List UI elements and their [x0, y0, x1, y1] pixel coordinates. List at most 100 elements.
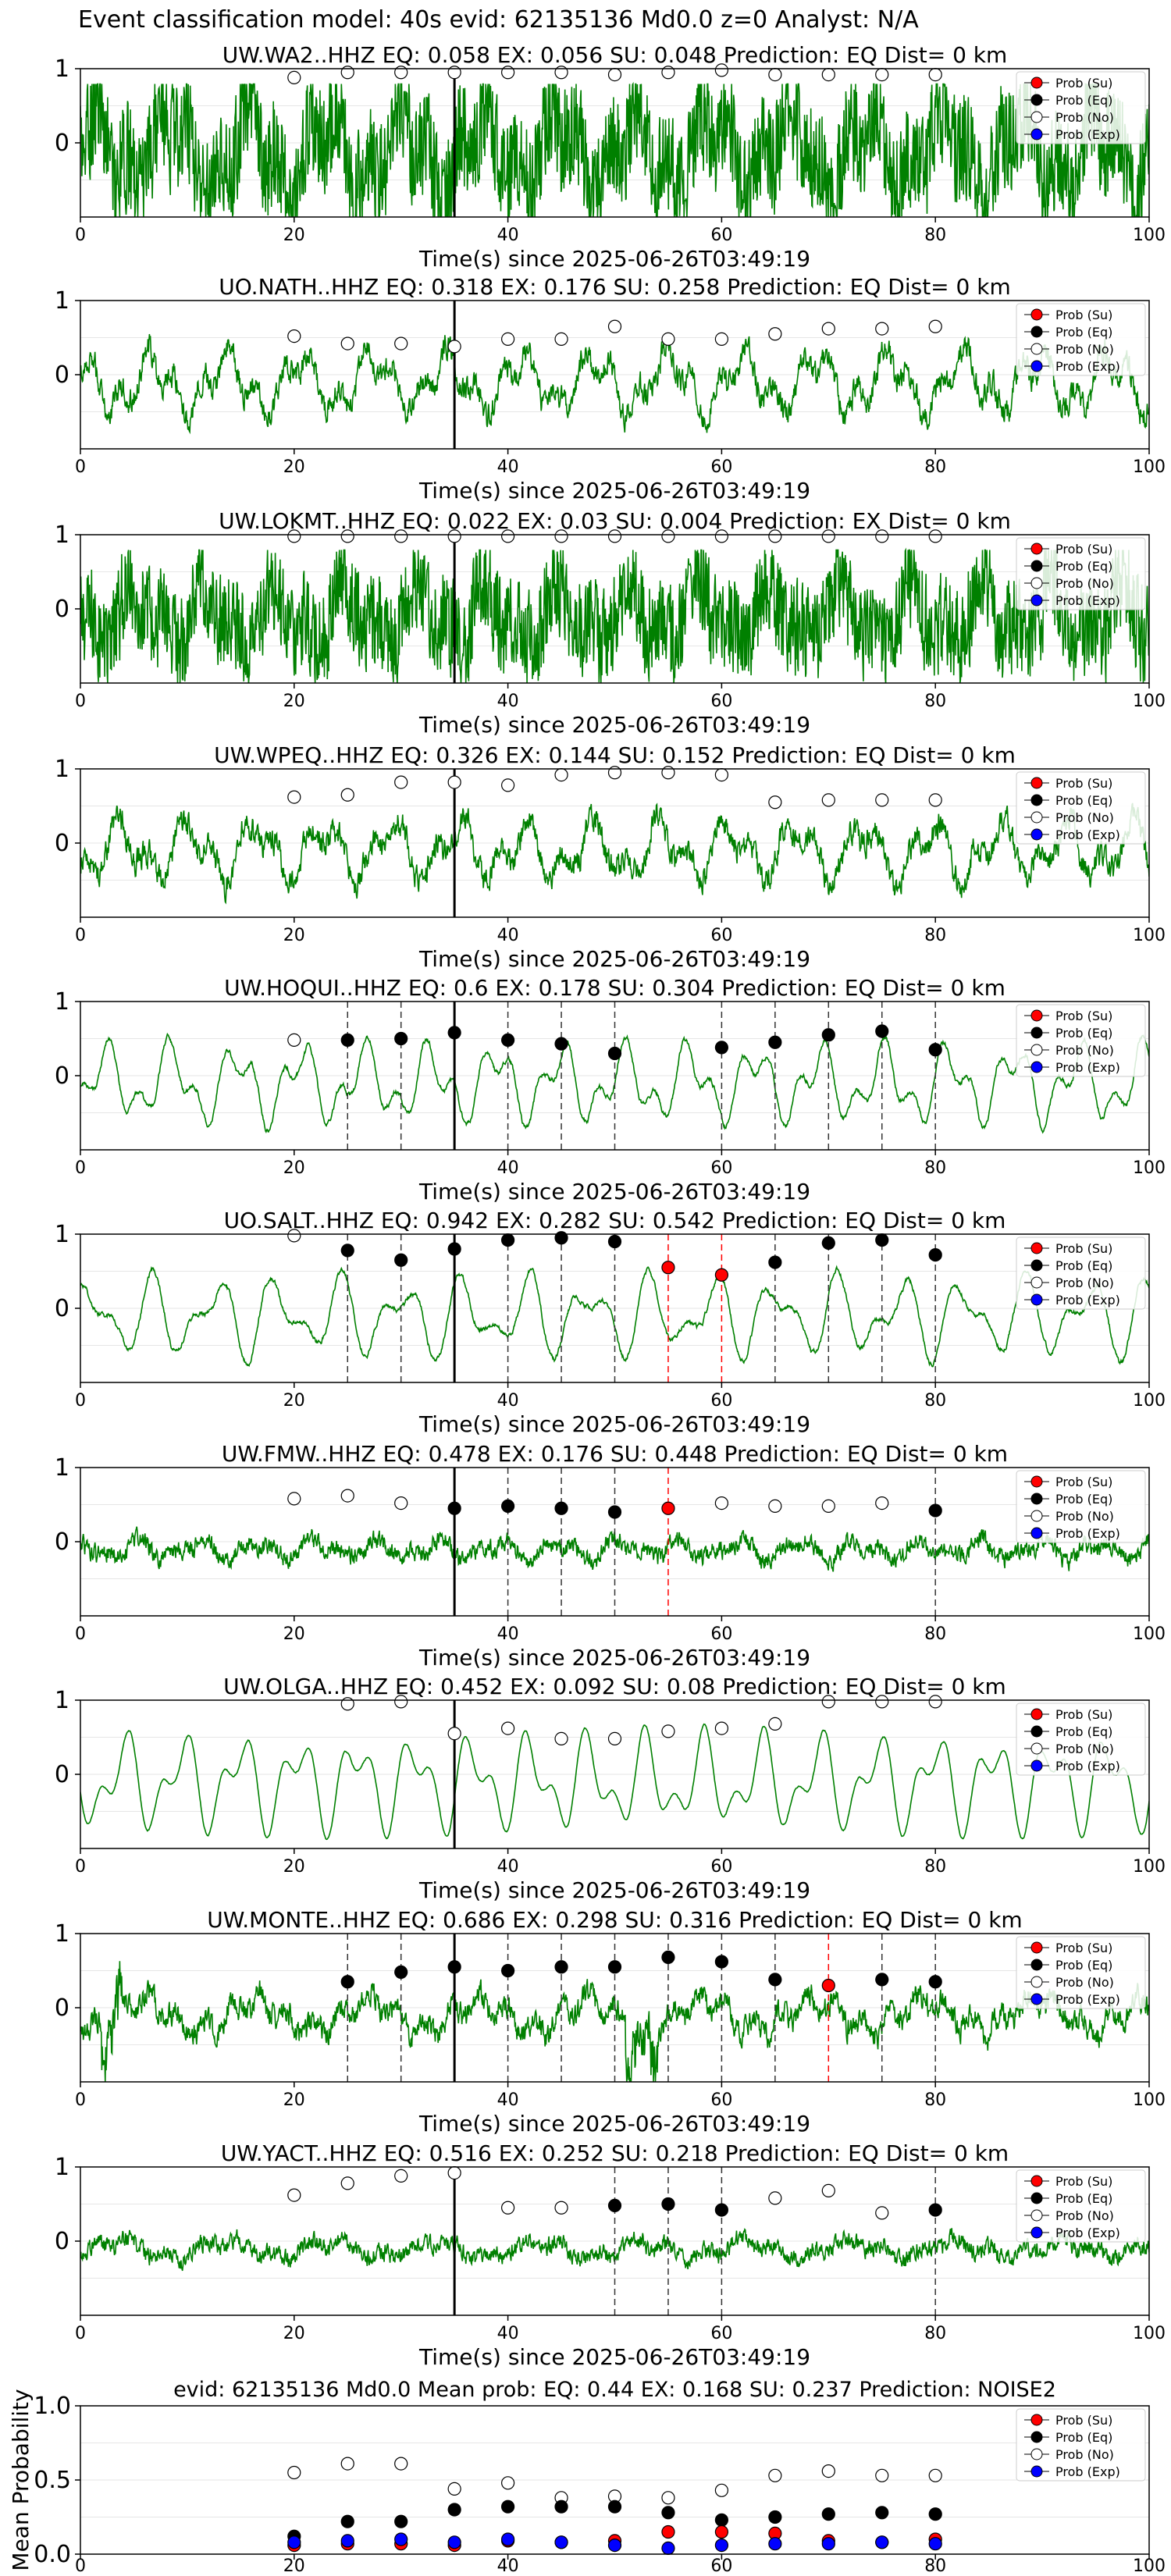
- station-panel: UW.LOKMT..HHZ EQ: 0.022 EX: 0.03 SU: 0.0…: [55, 508, 1166, 738]
- marker-prob-eq: [928, 1043, 942, 1057]
- y-tick-label: 0: [55, 830, 69, 857]
- x-tick-label: 80: [924, 226, 946, 245]
- waveform-trace: [80, 1961, 1149, 2082]
- legend-marker-no: [1030, 1976, 1043, 1988]
- marker-prob-no: [447, 66, 461, 80]
- summary-panel: evid: 62135136 Md0.0 Mean prob: EQ: 0.44…: [8, 2378, 1166, 2576]
- marker-probexp: [447, 2535, 461, 2549]
- marker-prob-eq: [661, 1950, 675, 1964]
- marker-prob-no: [394, 1496, 408, 1510]
- x-tick-label: 40: [497, 457, 519, 477]
- x-tick-label: 0: [75, 2324, 86, 2343]
- summary-title: evid: 62135136 Md0.0 Mean prob: EQ: 0.44…: [173, 2378, 1056, 2402]
- marker-probexp: [875, 2535, 889, 2549]
- marker-prob-eq: [554, 1501, 568, 1515]
- x-tick-label: 20: [283, 926, 305, 945]
- panel-title: UO.NATH..HHZ EQ: 0.318 EX: 0.176 SU: 0.2…: [219, 274, 1010, 300]
- legend-label-su: Prob (Su): [1055, 1241, 1112, 1256]
- x-axis-label: Time(s) since 2025-06-26T03:49:19: [418, 1877, 810, 1903]
- marker-prob-eq: [500, 1233, 515, 1247]
- x-tick-label: 40: [497, 226, 519, 245]
- x-tick-label: 0: [75, 457, 86, 477]
- marker-prob-eq: [607, 1505, 622, 1519]
- marker-prob-no: [447, 775, 461, 789]
- marker-prob-no: [928, 67, 942, 82]
- x-tick-label: 100: [1133, 2090, 1166, 2110]
- x-tick-label: 20: [283, 2324, 305, 2343]
- legend-label-no: Prob (No): [1055, 810, 1114, 825]
- marker-probeq: [928, 2507, 942, 2521]
- y-tick-label: 1: [55, 2154, 69, 2181]
- x-tick-label: 20: [283, 226, 305, 245]
- marker-prob-eq: [607, 1234, 622, 1249]
- x-tick-label: 0: [75, 692, 86, 711]
- marker-prob-eq: [554, 1960, 568, 1974]
- marker-prob-no: [875, 322, 889, 336]
- legend-label-exp: Prob (Exp): [1055, 1293, 1120, 1308]
- marker-prob-no: [875, 1496, 889, 1510]
- legend-label-su: Prob (Su): [1055, 542, 1112, 557]
- marker-probno: [768, 2468, 782, 2482]
- marker-prob-no: [394, 336, 408, 350]
- marker-prob-no: [287, 1033, 301, 1048]
- y-tick-label: 0.5: [34, 2467, 71, 2494]
- legend-marker-exp: [1030, 128, 1043, 141]
- marker-prob-no: [340, 529, 354, 543]
- x-tick-label: 80: [924, 1624, 946, 1644]
- legend-marker-eq: [1030, 1259, 1043, 1272]
- legend-label-eq: Prob (Eq): [1055, 1724, 1112, 1739]
- legend-marker-eq: [1030, 1026, 1043, 1039]
- marker-prob-no: [287, 529, 301, 543]
- marker-prob-eq: [607, 2198, 622, 2212]
- x-tick-label: 60: [710, 1857, 732, 1877]
- legend-label-exp: Prob (Exp): [1055, 1526, 1120, 1541]
- x-tick-label: 60: [710, 2556, 732, 2576]
- marker-probno: [821, 2464, 835, 2478]
- y-tick-label: 1: [55, 521, 69, 549]
- marker-prob-eq: [447, 1242, 461, 1256]
- legend-label-eq: Prob (Eq): [1055, 2191, 1112, 2206]
- x-tick-label: 0: [75, 1857, 86, 1877]
- legend-box: [1016, 303, 1146, 376]
- legend-label-su: Prob (Su): [1055, 2413, 1112, 2428]
- legend-label-su: Prob (Su): [1055, 76, 1112, 91]
- x-tick-label: 40: [497, 926, 519, 945]
- y-tick-label: 0: [55, 361, 69, 389]
- station-panel: UW.WPEQ..HHZ EQ: 0.326 EX: 0.144 SU: 0.1…: [55, 742, 1166, 972]
- marker-probeq: [821, 2507, 835, 2521]
- legend-label-no: Prob (No): [1055, 1975, 1114, 1990]
- legend-marker-exp: [1030, 1759, 1043, 1772]
- panel-title: UW.WA2..HHZ EQ: 0.058 EX: 0.056 SU: 0.04…: [222, 42, 1008, 68]
- marker-prob-eq: [394, 1031, 408, 1046]
- marker-prob-no: [768, 1499, 782, 1514]
- legend-label-eq: Prob (Eq): [1055, 1258, 1112, 1273]
- legend-box: [1016, 1470, 1146, 1543]
- y-tick-label: 0: [55, 1295, 69, 1322]
- marker-prob-eq: [928, 1247, 942, 1262]
- x-tick-label: 20: [283, 692, 305, 711]
- station-panel: UW.OLGA..HHZ EQ: 0.452 EX: 0.092 SU: 0.0…: [55, 1674, 1166, 1903]
- legend-marker-no: [1030, 111, 1043, 123]
- legend-marker-no: [1030, 1510, 1043, 1522]
- marker-probeq: [714, 2513, 729, 2527]
- legend-label-no: Prob (No): [1055, 2447, 1114, 2462]
- x-tick-label: 40: [497, 1391, 519, 1411]
- marker-probexp: [714, 2539, 729, 2553]
- marker-probeq: [768, 2510, 782, 2524]
- legend-label-eq: Prob (Eq): [1055, 1958, 1112, 1973]
- legend-marker-su: [1030, 1009, 1043, 1022]
- legend-marker-eq: [1030, 1725, 1043, 1738]
- legend-box: [1016, 1236, 1146, 1310]
- legend-label-eq: Prob (Eq): [1055, 93, 1112, 108]
- marker-prob-eq: [447, 1501, 461, 1515]
- legend-marker-eq: [1030, 1959, 1043, 1971]
- x-tick-label: 0: [75, 2090, 86, 2110]
- marker-prob-eq: [554, 1231, 568, 1245]
- x-tick-label: 60: [710, 926, 732, 945]
- y-tick-label: 0: [55, 596, 69, 623]
- marker-prob-no: [500, 778, 515, 792]
- marker-prob-no: [714, 529, 729, 543]
- marker-probno: [928, 2468, 942, 2482]
- y-tick-label: 0: [55, 2228, 69, 2255]
- legend-box: [1016, 71, 1146, 144]
